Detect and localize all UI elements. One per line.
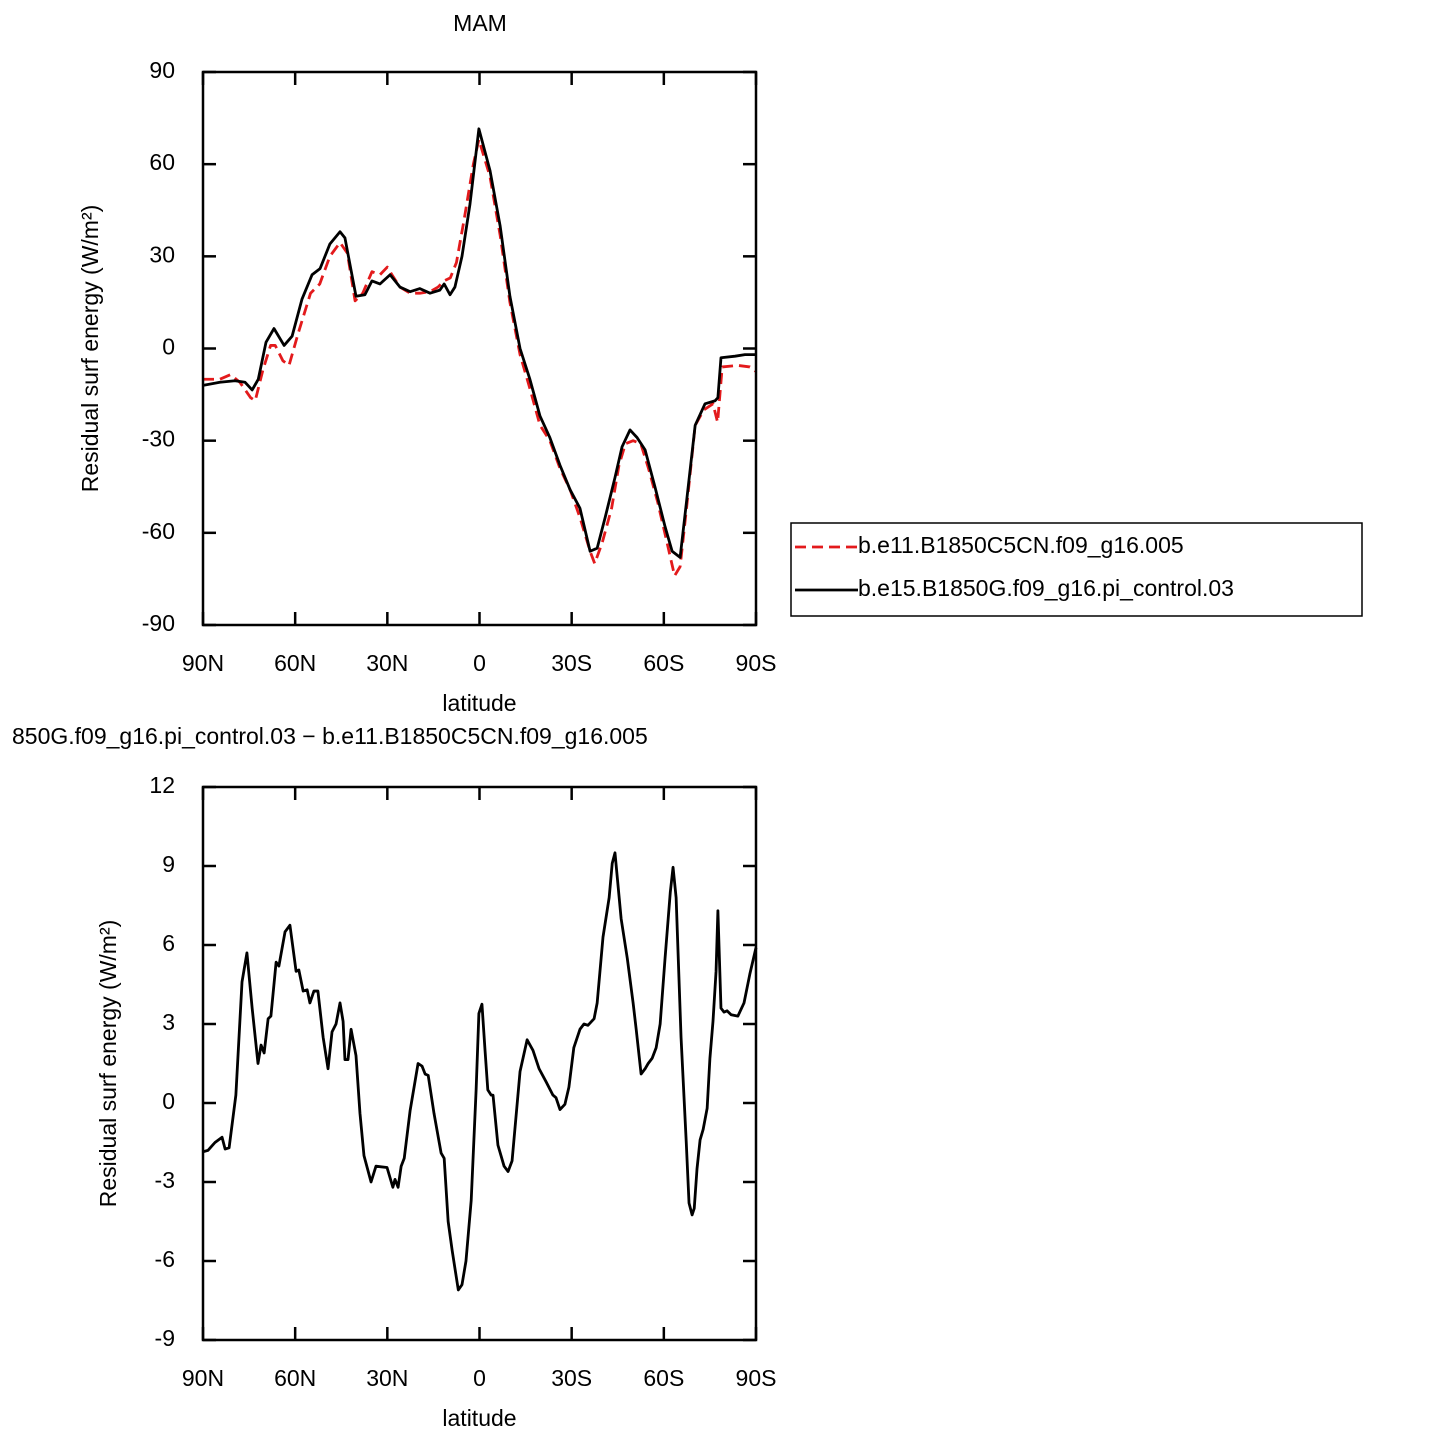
x-tick-label: 60N bbox=[274, 650, 316, 676]
y-tick-label: 9 bbox=[162, 851, 175, 877]
y-tick-label: -30 bbox=[142, 426, 175, 452]
x-tick-label: 30S bbox=[551, 650, 592, 676]
y-tick-label: 90 bbox=[149, 57, 175, 83]
x-tick-label: 90N bbox=[182, 1365, 224, 1391]
x-tick-label: 30S bbox=[551, 1365, 592, 1391]
y-tick-label: 60 bbox=[149, 149, 175, 175]
x-tick-label: 30N bbox=[366, 1365, 408, 1391]
x-tick-label: 30N bbox=[366, 650, 408, 676]
x-axis-label: latitude bbox=[442, 690, 516, 716]
y-tick-label: -9 bbox=[155, 1325, 175, 1351]
legend-label: b.e15.B1850G.f09_g16.pi_control.03 bbox=[858, 575, 1234, 601]
x-tick-label: 0 bbox=[473, 650, 486, 676]
x-tick-label: 90N bbox=[182, 650, 224, 676]
y-axis-label: Residual surf energy (W/m²) bbox=[95, 920, 121, 1208]
chart-title: 850G.f09_g16.pi_control.03 − b.e11.B1850… bbox=[12, 723, 648, 749]
y-axis-label: Residual surf energy (W/m²) bbox=[77, 205, 103, 493]
x-tick-label: 90S bbox=[736, 1365, 777, 1391]
y-tick-label: -3 bbox=[155, 1167, 175, 1193]
legend-label: b.e11.B1850C5CN.f09_g16.005 bbox=[858, 532, 1184, 558]
plot-frame bbox=[201, 70, 758, 627]
y-tick-label: 0 bbox=[162, 1088, 175, 1114]
x-tick-label: 60N bbox=[274, 1365, 316, 1391]
y-tick-label: 12 bbox=[149, 772, 175, 798]
x-tick-label: 60S bbox=[643, 1365, 684, 1391]
y-tick-label: 0 bbox=[162, 334, 175, 360]
series-line bbox=[203, 138, 757, 578]
series-line bbox=[202, 851, 758, 1292]
chart-title: MAM bbox=[453, 10, 507, 36]
y-tick-label: -60 bbox=[142, 518, 175, 544]
y-tick-label: 3 bbox=[162, 1009, 175, 1035]
series-line bbox=[202, 127, 756, 559]
legend-box bbox=[790, 522, 1363, 617]
y-tick-label: -6 bbox=[155, 1246, 175, 1272]
x-tick-label: 90S bbox=[736, 650, 777, 676]
x-axis-label: latitude bbox=[442, 1405, 516, 1431]
y-tick-label: -90 bbox=[142, 610, 175, 636]
x-tick-label: 60S bbox=[643, 650, 684, 676]
y-tick-label: 30 bbox=[149, 241, 175, 267]
x-tick-label: 0 bbox=[473, 1365, 486, 1391]
y-tick-label: 6 bbox=[162, 930, 175, 956]
